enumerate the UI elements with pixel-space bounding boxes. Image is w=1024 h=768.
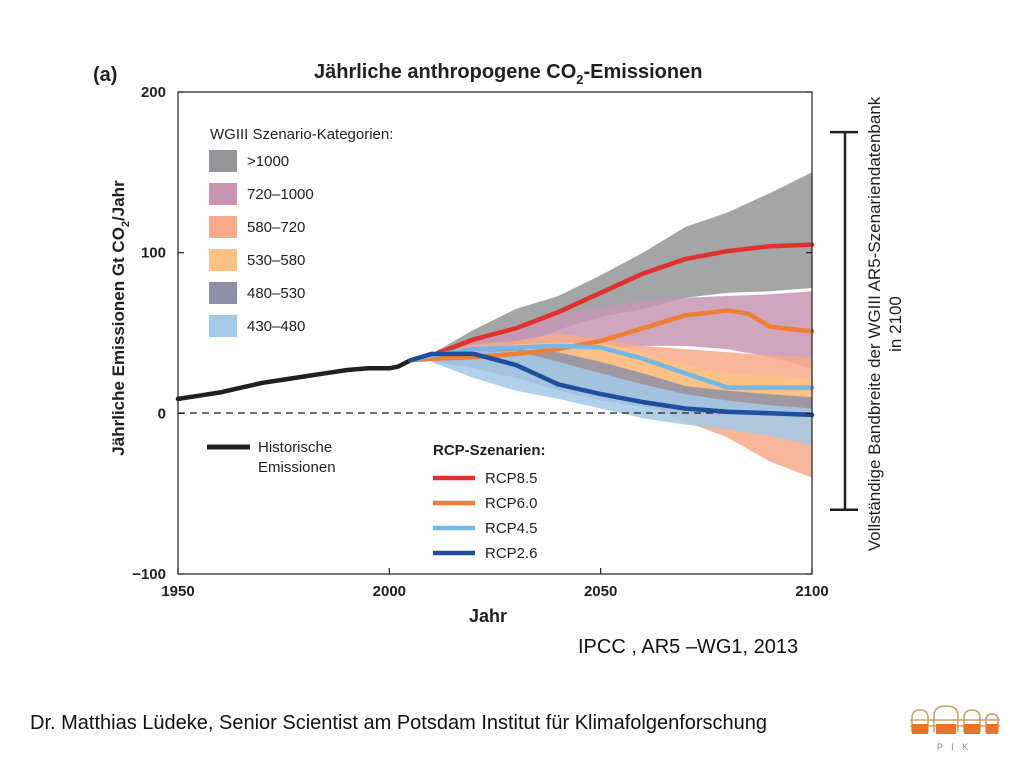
- x-axis-label: Jahr: [469, 606, 507, 626]
- logo-text: P I K: [937, 742, 971, 752]
- legend-label-rcp6-0: RCP6.0: [485, 495, 538, 512]
- panel-label: (a): [93, 64, 117, 86]
- legend-label-4: 530–580: [247, 252, 305, 269]
- line-rcp4-5: [408, 343, 815, 390]
- legend-swatch-5: [209, 282, 237, 304]
- y-tick-label: 0: [158, 405, 166, 422]
- legend-swatch-1: [209, 150, 237, 172]
- legend-label-2: 720–1000: [247, 186, 314, 203]
- chart-title: Jährliche anthropogene CO2-Emissionen: [314, 61, 702, 87]
- legend-label-rcp4-5: RCP4.5: [485, 520, 538, 537]
- band-3: [431, 333, 812, 478]
- legend-rcp: RCP8.5 RCP6.0 RCP4.5 RCP2.6: [433, 470, 538, 562]
- legend-label-5: 480–530: [247, 285, 305, 302]
- legend-label-rcp2-6: RCP2.6: [485, 545, 538, 562]
- emissions-chart: (a) Jährliche anthropogene CO2-Emissione…: [93, 61, 905, 626]
- bracket-label: Vollständige Bandbreite der WGIII AR5-Sz…: [865, 96, 905, 551]
- y-tick-label: 100: [141, 245, 166, 262]
- x-tick-label: 2100: [795, 583, 828, 600]
- x-tick-label: 2050: [584, 583, 617, 600]
- legend-swatch-3: [209, 216, 237, 238]
- range-bracket: [830, 130, 858, 511]
- pik-logo: P I K: [910, 705, 1000, 752]
- y-tick-label: −100: [132, 566, 166, 583]
- line-rcp6-0: [408, 308, 815, 363]
- line-rcp2-6: [408, 351, 815, 418]
- line-historische-emissionen: [175, 358, 413, 402]
- x-tick-label: 2000: [373, 583, 406, 600]
- legend-label-3: 580–720: [247, 219, 305, 236]
- footer-author: Dr. Matthias Lüdeke, Senior Scientist am…: [30, 712, 768, 734]
- emission-lines: [175, 242, 815, 418]
- legend-label-rcp8-5: RCP8.5: [485, 470, 538, 487]
- legend-label-6: 430–480: [247, 318, 305, 335]
- legend-label-1: >1000: [247, 153, 289, 170]
- plot-frame: [177, 91, 813, 575]
- band-1: [431, 172, 812, 361]
- y-tick-label: 200: [141, 84, 166, 101]
- legend-rcp-title: RCP-Szenarien:: [433, 442, 546, 459]
- legend-historic-label: Historische Emissionen: [258, 439, 336, 476]
- legend-swatch-4: [209, 249, 237, 271]
- line-rcp8-5: [408, 242, 815, 363]
- legend-scenarios: >1000 720–1000 580–720 530–580 480–530 430–48…: [209, 150, 314, 337]
- y-axis-label: Jährliche Emissionen Gt CO2/Jahr: [109, 180, 132, 456]
- legend-swatch-2: [209, 183, 237, 205]
- scenario-bands: [431, 172, 812, 478]
- legend-scenarios-title: WGIII Szenario-Kategorien:: [210, 126, 393, 143]
- axes: 1950 2000 2050 2100 −100 0 100 200: [132, 84, 828, 600]
- x-tick-label: 1950: [161, 583, 194, 600]
- citation: IPCC , AR5 –WG1, 2013: [578, 636, 799, 658]
- legend-swatch-6: [209, 315, 237, 337]
